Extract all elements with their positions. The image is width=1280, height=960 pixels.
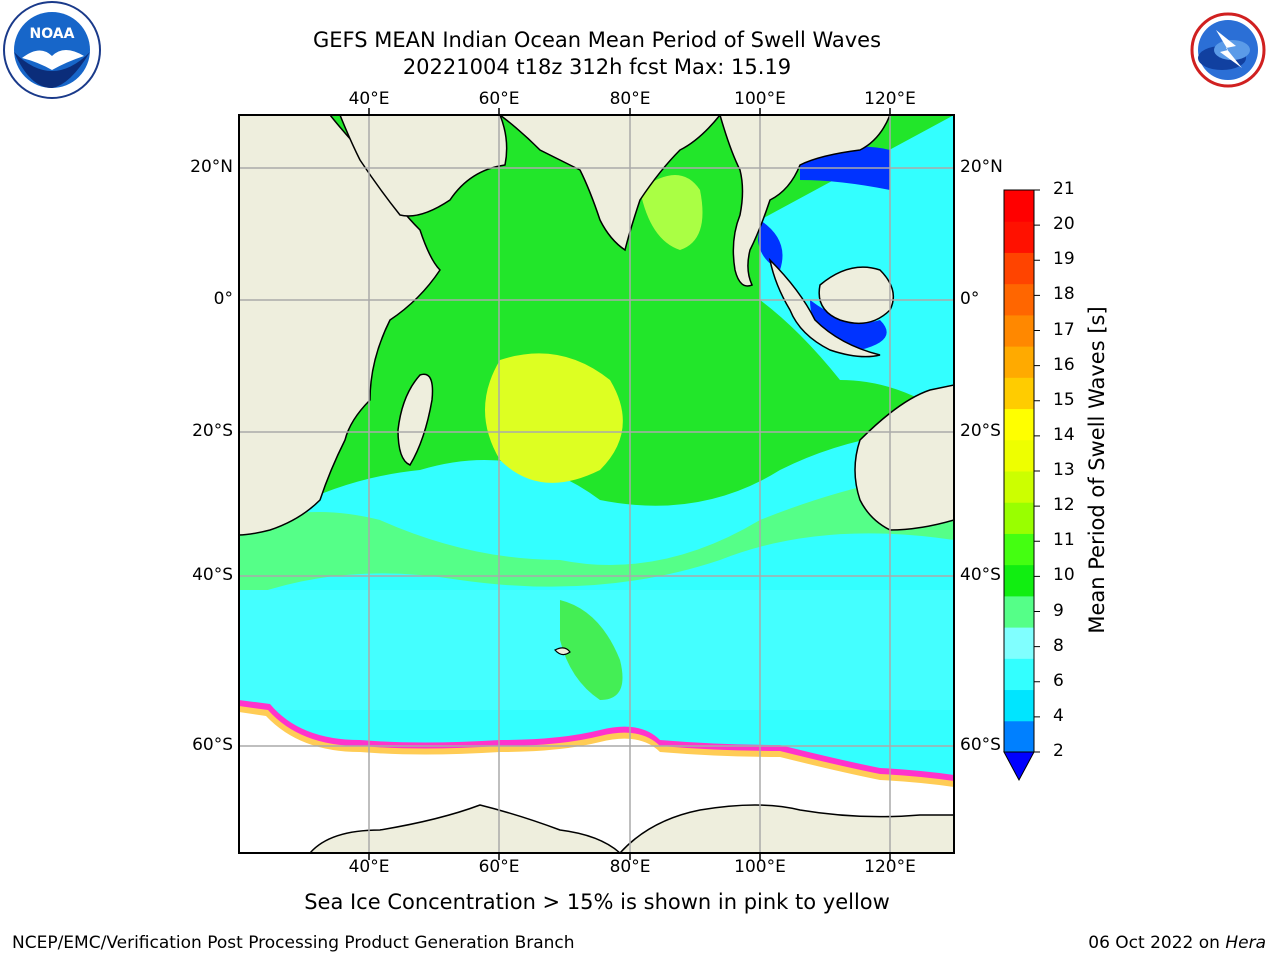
colorbar-tick-label: 19 [1053, 249, 1075, 270]
sea-ice-note: Sea Ice Concentration > 15% is shown in … [304, 890, 890, 914]
colorbar-tick-label: 15 [1053, 389, 1075, 410]
colorbar-tick-label: 16 [1053, 354, 1075, 375]
lat-label-right: 40°S [960, 565, 1001, 585]
colorbar-segment [1004, 595, 1034, 628]
lat-label-left: 20°N [190, 157, 233, 177]
nws-logo-icon [1180, 2, 1276, 98]
lat-label-left: 20°S [192, 421, 233, 441]
swell-zone-bay [640, 175, 703, 250]
land-madagascar [397, 373, 434, 466]
swell-zone-kerguelen [560, 600, 623, 700]
colorbar-segment [1004, 346, 1034, 378]
lon-label-bottom: 60°E [478, 857, 520, 877]
footer-date-text: 06 Oct 2022 on [1088, 933, 1220, 953]
footer-machine: Hera [1225, 933, 1266, 953]
colorbar-tick-label: 13 [1053, 460, 1075, 480]
map-title: GEFS MEAN Indian Ocean Mean Period of Sw… [312, 28, 882, 52]
lat-label-right: 20°S [960, 421, 1001, 441]
colorbar-segment [1004, 190, 1034, 222]
colorbar-tick-label: 4 [1053, 705, 1064, 726]
swell-zone-lightgreen [239, 470, 954, 600]
lon-label-top: 60°E [478, 89, 520, 109]
swell-zone-yellow [485, 353, 623, 483]
land-australia [854, 384, 954, 531]
colorbar-tick-label: 12 [1053, 495, 1075, 516]
colorbar-tick-label: 20 [1053, 214, 1075, 235]
colorbar-segment [1004, 471, 1034, 503]
lon-label-bottom: 40°E [348, 857, 390, 877]
land-southeast-asia [719, 115, 891, 287]
colorbar-segment [1004, 439, 1034, 472]
land-kerguelen [554, 647, 571, 656]
lat-label-left: 0° [213, 289, 233, 309]
colorbar-segment [1004, 408, 1034, 441]
colorbar-segment [1004, 377, 1034, 410]
colorbar-segment [1004, 720, 1034, 753]
colorbar-segment [1004, 533, 1034, 566]
colorbar-segment [1004, 502, 1034, 534]
svg-text:NOAA: NOAA [30, 26, 75, 42]
footer-credit: NCEP/EMC/Verification Post Processing Pr… [12, 933, 575, 953]
colorbar-tick-label: 21 [1053, 179, 1075, 199]
colorbar-segment [1004, 658, 1034, 691]
colorbar-tick-label: 6 [1053, 670, 1064, 691]
colorbar-extension [1003, 751, 1035, 782]
colorbar-segment [1004, 252, 1034, 285]
land-india [498, 115, 721, 252]
lon-label-top: 80°E [609, 89, 651, 109]
lat-label-left: 60°S [192, 735, 233, 755]
land-antarctica [309, 804, 954, 853]
colorbar-segment [1004, 689, 1034, 722]
lon-label-bottom: 80°E [609, 857, 651, 877]
lat-label-right: 60°S [960, 735, 1001, 755]
lat-label-right: 0° [960, 289, 980, 309]
map-subtitle: 20221004 t18z 312h fcst Max: 15.19 [402, 55, 792, 79]
land-sumatra-java [768, 257, 881, 358]
colorbar-segment [1004, 283, 1034, 316]
lon-label-top: 120°E [864, 89, 916, 109]
colorbar-tick-label: 8 [1053, 635, 1064, 656]
gridlines [239, 115, 954, 853]
noaa-logo-icon: NOAA [3, 1, 101, 99]
colorbar-tick-label: 2 [1053, 741, 1064, 761]
lat-label-right: 20°N [960, 157, 1003, 177]
map-frame [238, 114, 955, 854]
colorbar-tick-label: 11 [1053, 530, 1075, 551]
lon-label-bottom: 120°E [864, 857, 916, 877]
swell-zone-blue-seas [758, 146, 890, 350]
lon-label-bottom: 100°E [734, 857, 786, 877]
lon-label-top: 100°E [734, 89, 786, 109]
colorbar-tick-label: 18 [1053, 284, 1075, 305]
lat-label-left: 40°S [192, 565, 233, 585]
colorbar-label: Mean Period of Swell Waves [s] [1085, 306, 1109, 634]
colorbar-tick-label: 14 [1053, 424, 1075, 445]
colorbar-segment [1004, 221, 1034, 253]
colorbar-segment [1004, 564, 1034, 597]
footer-date: 06 Oct 2022 on Hera [1088, 933, 1266, 953]
colorbar-tick-label: 9 [1053, 600, 1064, 621]
colorbar-tick-label: 10 [1053, 565, 1075, 586]
colorbar-tick-label: 17 [1053, 319, 1075, 340]
colorbar-segment [1004, 314, 1034, 347]
land-arabia [339, 115, 508, 217]
colorbar-segment [1004, 627, 1034, 659]
lon-label-top: 40°E [348, 89, 390, 109]
